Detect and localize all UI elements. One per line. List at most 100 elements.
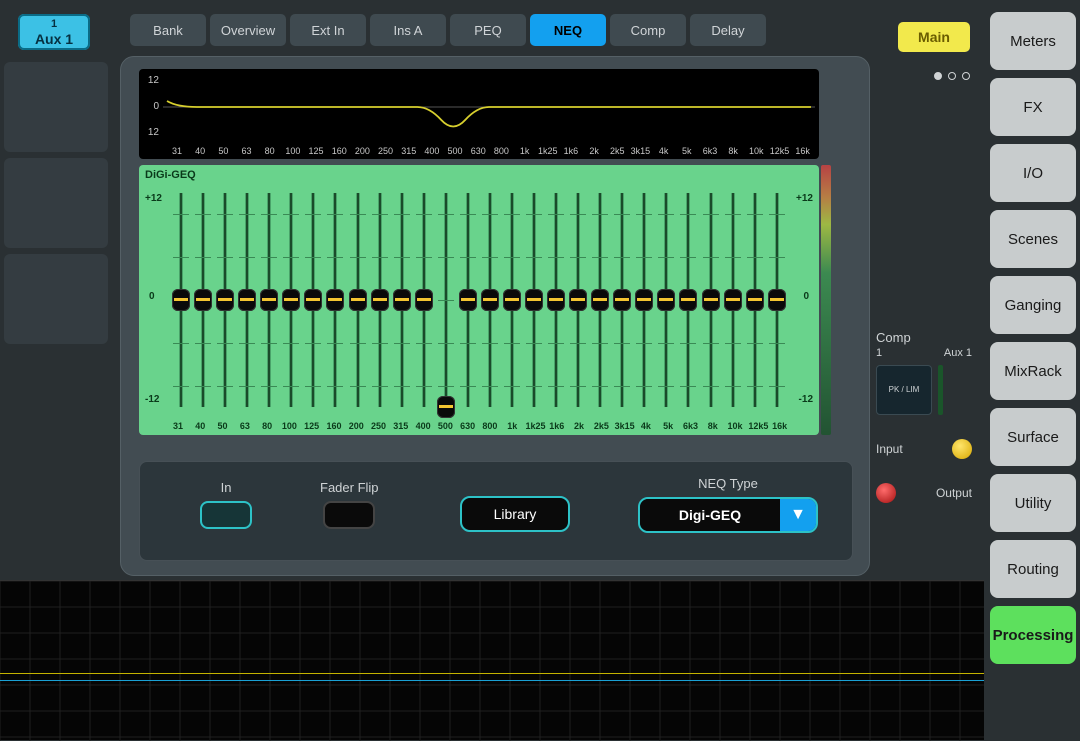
geq-band-160[interactable]: [327, 193, 343, 407]
channel-slot[interactable]: [4, 254, 108, 344]
right-tab-fx[interactable]: FX: [990, 78, 1076, 136]
channel-slot[interactable]: [4, 62, 108, 152]
curve-freq-label: 200: [352, 146, 372, 156]
geq-freq-label: 1k6: [548, 421, 566, 431]
geq-freq-label: 40: [191, 421, 209, 431]
geq-freq-label: 500: [436, 421, 454, 431]
proc-tab-comp[interactable]: Comp: [610, 14, 686, 46]
controls-row: In Fader Flip Library NEQ Type Digi-GEQ …: [139, 461, 853, 561]
geq-band-63[interactable]: [239, 193, 255, 407]
geq-title: DiGi-GEQ: [145, 169, 196, 181]
right-tab-routing[interactable]: Routing: [990, 540, 1076, 598]
wave-line: [0, 680, 984, 681]
wave-line: [0, 673, 984, 674]
neq-type-select[interactable]: Digi-GEQ ▼: [638, 497, 818, 533]
comp-thumbnail[interactable]: PK / LIM: [876, 365, 932, 415]
curve-freq-label: 2k5: [607, 146, 627, 156]
main-button[interactable]: Main: [898, 22, 970, 52]
curve-freq-label: 2k: [584, 146, 604, 156]
geq-freq-label: 2k5: [592, 421, 610, 431]
geq-band-80[interactable]: [261, 193, 277, 407]
page-dots[interactable]: [876, 72, 972, 80]
geq-band-16k[interactable]: [769, 193, 785, 407]
comp-left: 1: [876, 347, 882, 359]
geq-band-800[interactable]: [482, 193, 498, 407]
geq-freq-label: 8k: [704, 421, 722, 431]
curve-freq-label: 8k: [723, 146, 743, 156]
geq-band-50[interactable]: [217, 193, 233, 407]
fader-flip-toggle[interactable]: [323, 501, 375, 529]
proc-tab-ins-a[interactable]: Ins A: [370, 14, 446, 46]
geq-band-3k15[interactable]: [614, 193, 630, 407]
library-button[interactable]: Library: [460, 496, 570, 532]
right-tab-scenes[interactable]: Scenes: [990, 210, 1076, 268]
input-knob[interactable]: [952, 439, 972, 459]
geq-band-5k[interactable]: [658, 193, 674, 407]
geq-freq-label: 6k3: [681, 421, 699, 431]
geq-band-2k[interactable]: [570, 193, 586, 407]
proc-tab-ext-in[interactable]: Ext In: [290, 14, 366, 46]
curve-freq-label: 500: [445, 146, 465, 156]
curve-freq-label: 315: [399, 146, 419, 156]
curve-freq-label: 4k: [654, 146, 674, 156]
proc-tab-delay[interactable]: Delay: [690, 14, 766, 46]
right-tab-meters[interactable]: Meters: [990, 12, 1076, 70]
geq-band-250[interactable]: [372, 193, 388, 407]
geq-band-125[interactable]: [305, 193, 321, 407]
geq-band-10k[interactable]: [725, 193, 741, 407]
waveform-area: [0, 580, 984, 740]
curve-freq-label: 16k: [793, 146, 813, 156]
curve-freq-label: 160: [329, 146, 349, 156]
geq-band-31[interactable]: [173, 193, 189, 407]
geq-band-1k[interactable]: [504, 193, 520, 407]
geq-band-2k5[interactable]: [592, 193, 608, 407]
curve-freq-label: 6k3: [700, 146, 720, 156]
geq-band-40[interactable]: [195, 193, 211, 407]
geq-scale: +12: [796, 193, 813, 204]
right-tab-ganging[interactable]: Ganging: [990, 276, 1076, 334]
proc-tab-bank[interactable]: Bank: [130, 14, 206, 46]
geq-band-630[interactable]: [460, 193, 476, 407]
geq-band-500[interactable]: [438, 193, 454, 407]
right-tab-utility[interactable]: Utility: [990, 474, 1076, 532]
neq-panel: 12 0 12 31405063801001251602002503154005…: [120, 56, 870, 576]
proc-tab-peq[interactable]: PEQ: [450, 14, 526, 46]
channel-name: Aux 1: [35, 31, 73, 47]
proc-tab-neq[interactable]: NEQ: [530, 14, 606, 46]
right-tab-processing[interactable]: Processing: [990, 606, 1076, 664]
geq-freq-label: 12k5: [748, 421, 766, 431]
output-knob[interactable]: [876, 483, 896, 503]
right-tab-i-o[interactable]: I/O: [990, 144, 1076, 202]
channel-tab[interactable]: 1 Aux 1: [18, 14, 90, 50]
curve-freq-label: 50: [213, 146, 233, 156]
in-toggle[interactable]: [200, 501, 252, 529]
comp-mini-meter: [938, 365, 943, 415]
geq-freq-label: 800: [481, 421, 499, 431]
curve-freq-label: 400: [422, 146, 442, 156]
neq-type-label: NEQ Type: [698, 476, 758, 491]
curve-freq-label: 1k: [515, 146, 535, 156]
curve-freq-label: 63: [237, 146, 257, 156]
curve-freq-label: 1k6: [561, 146, 581, 156]
geq-band-315[interactable]: [394, 193, 410, 407]
chevron-down-icon: ▼: [780, 499, 816, 531]
geq-freq-label: 3k15: [615, 421, 633, 431]
curve-freq-label: 630: [468, 146, 488, 156]
right-tab-surface[interactable]: Surface: [990, 408, 1076, 466]
geq-band-6k3[interactable]: [680, 193, 696, 407]
geq-band-100[interactable]: [283, 193, 299, 407]
geq-band-8k[interactable]: [703, 193, 719, 407]
right-tab-mixrack[interactable]: MixRack: [990, 342, 1076, 400]
geq-box: DiGi-GEQ +12 +12 0 0 -12 -12 31405063801…: [139, 165, 819, 435]
channel-slot[interactable]: [4, 158, 108, 248]
geq-band-400[interactable]: [416, 193, 432, 407]
geq-band-1k25[interactable]: [526, 193, 542, 407]
geq-band-200[interactable]: [350, 193, 366, 407]
geq-freq-label: 1k25: [526, 421, 544, 431]
proc-tab-overview[interactable]: Overview: [210, 14, 286, 46]
curve-freq-label: 12k5: [769, 146, 789, 156]
geq-band-1k6[interactable]: [548, 193, 564, 407]
geq-band-4k[interactable]: [636, 193, 652, 407]
left-channel-strip: [0, 60, 112, 575]
geq-band-12k5[interactable]: [747, 193, 763, 407]
